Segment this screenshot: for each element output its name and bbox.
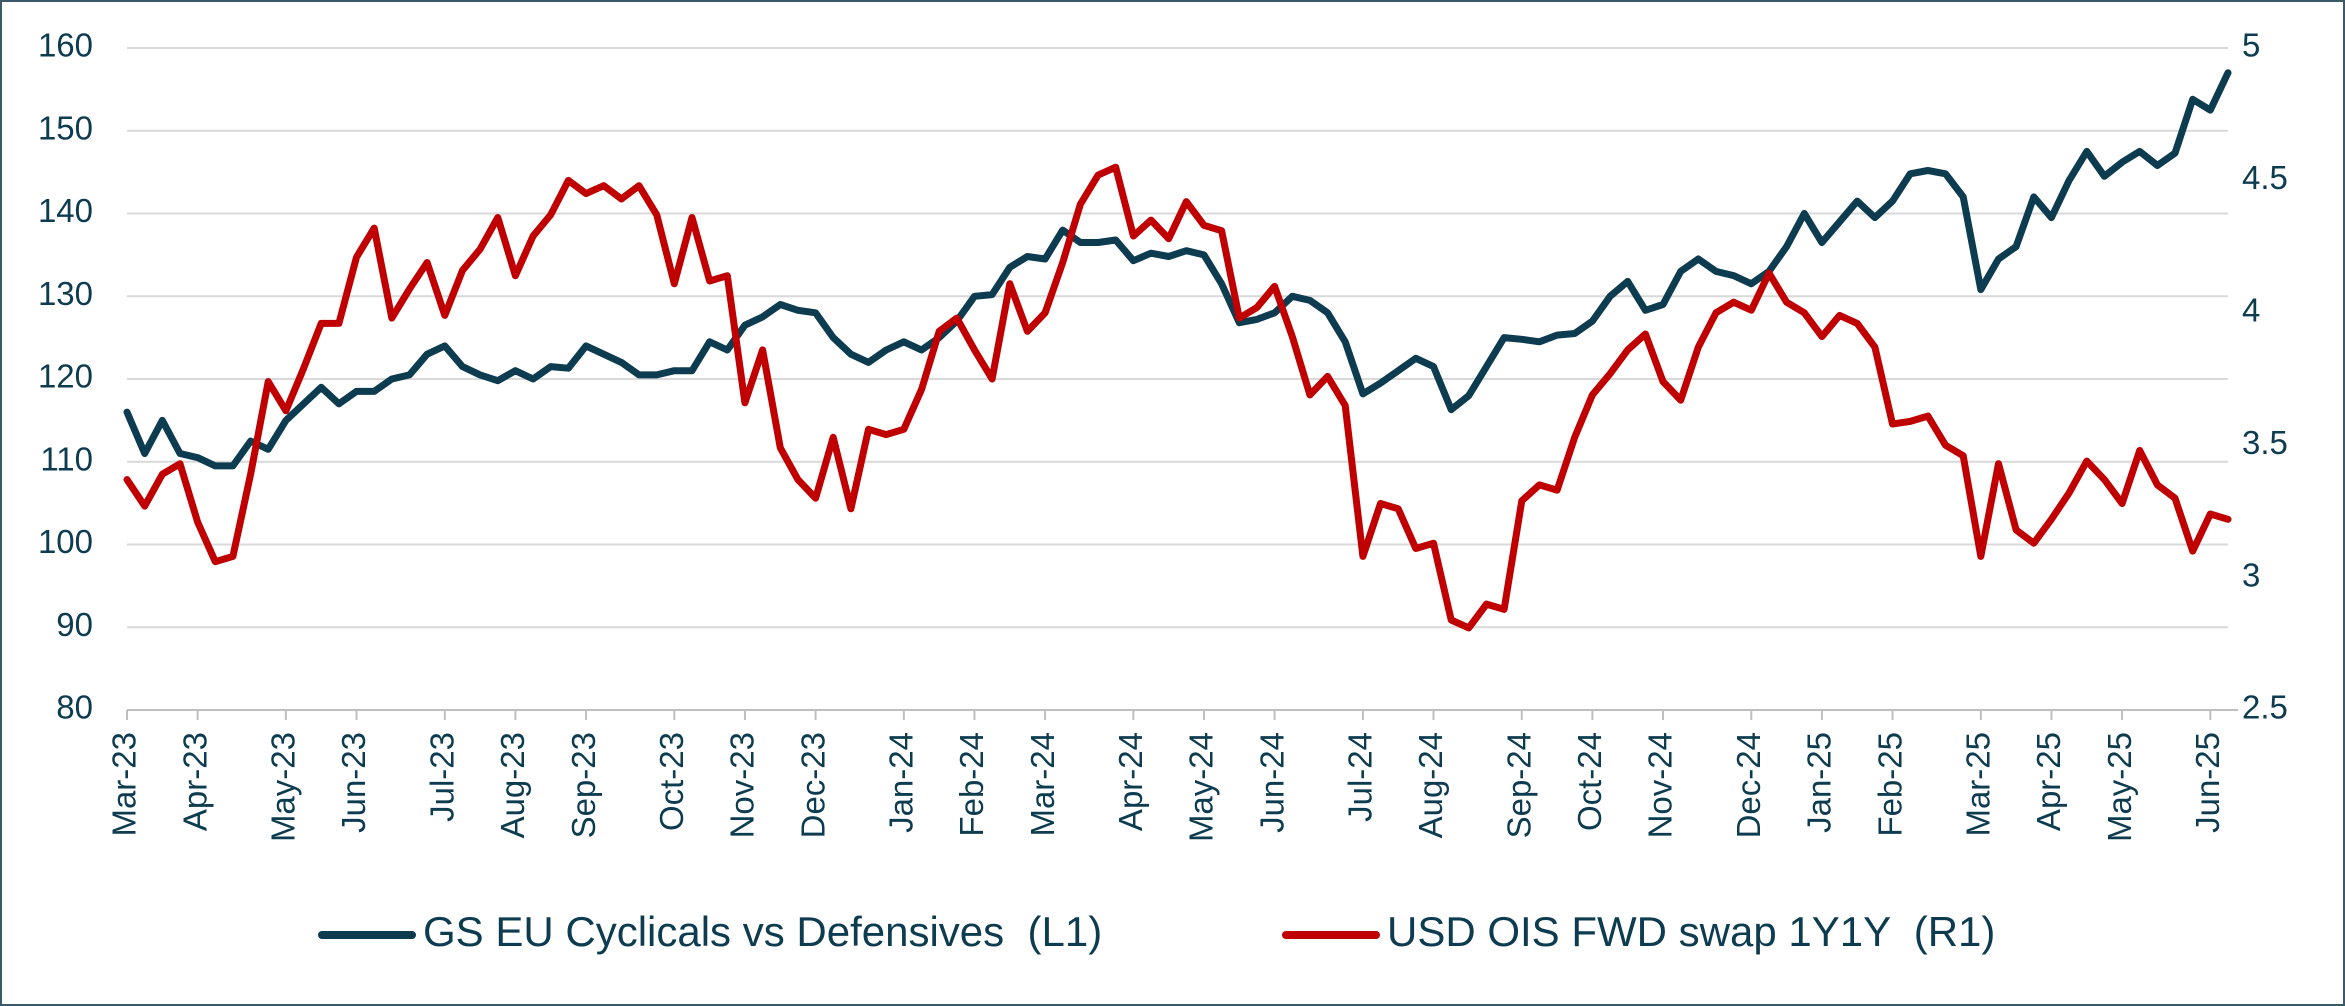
x-tick-label: Dec-23 (794, 732, 831, 838)
y-tick-label: 130 (38, 275, 93, 312)
y2-tick-label: 3.5 (2242, 424, 2288, 461)
y2-tick-label: 2.5 (2242, 689, 2288, 726)
x-tick-label: Sep-24 (1501, 732, 1538, 838)
y-tick-label: 150 (38, 109, 93, 146)
y-tick-label: 90 (56, 606, 93, 643)
x-tick-label: Aug-24 (1412, 732, 1449, 838)
x-tick-label: May-25 (2101, 732, 2138, 842)
series-line (123, 69, 2232, 470)
x-tick-label: Feb-25 (1871, 732, 1908, 837)
x-tick-label: Jul-24 (1342, 732, 1379, 822)
x-tick-label: Jan-25 (1801, 732, 1838, 833)
y-tick-label: 80 (56, 689, 93, 726)
x-tick-label: Nov-24 (1642, 732, 1679, 838)
x-tick-label: Apr-25 (2030, 732, 2067, 831)
x-tick-label: Apr-23 (176, 732, 213, 831)
x-tick-label: Oct-24 (1571, 732, 1608, 831)
y-tick-label: 110 (40, 440, 93, 477)
x-tick-label: Oct-23 (653, 732, 690, 831)
x-tick-label: Sep-23 (565, 732, 602, 838)
y2-tick-label: 3 (2242, 556, 2260, 593)
legend-label: GS EU Cyclicals vs Defensives (L1) (423, 908, 1102, 955)
series-line (123, 163, 2232, 632)
legend-label: USD OIS FWD swap 1Y1Y (R1) (1387, 908, 1995, 955)
x-tick-label: Aug-23 (494, 732, 531, 838)
y2-tick-label: 4.5 (2242, 159, 2288, 196)
x-tick-label: May-23 (265, 732, 302, 842)
x-tick-label: May-24 (1183, 732, 1220, 842)
x-tick-label: Jul-23 (424, 732, 461, 822)
y-tick-label: 120 (38, 358, 93, 395)
x-tick-label: Jun-24 (1253, 732, 1290, 833)
y-tick-label: 160 (38, 27, 93, 64)
x-tick-label: Apr-24 (1112, 732, 1149, 831)
x-tick-label: Jun-23 (335, 732, 372, 833)
y2-tick-label: 5 (2242, 27, 2260, 64)
y-tick-label: 100 (38, 523, 93, 560)
y-tick-label: 140 (38, 192, 93, 229)
x-tick-label: Mar-24 (1024, 732, 1061, 837)
x-tick-label: Dec-24 (1730, 732, 1767, 838)
x-tick-label: Mar-25 (1960, 732, 1997, 837)
x-tick-label: Nov-23 (724, 732, 761, 838)
x-tick-label: Mar-23 (106, 732, 143, 837)
x-tick-label: Feb-24 (953, 732, 990, 837)
x-tick-label: Jun-25 (2189, 732, 2226, 833)
x-tick-label: Jan-24 (883, 732, 920, 833)
y2-tick-label: 4 (2242, 292, 2260, 329)
